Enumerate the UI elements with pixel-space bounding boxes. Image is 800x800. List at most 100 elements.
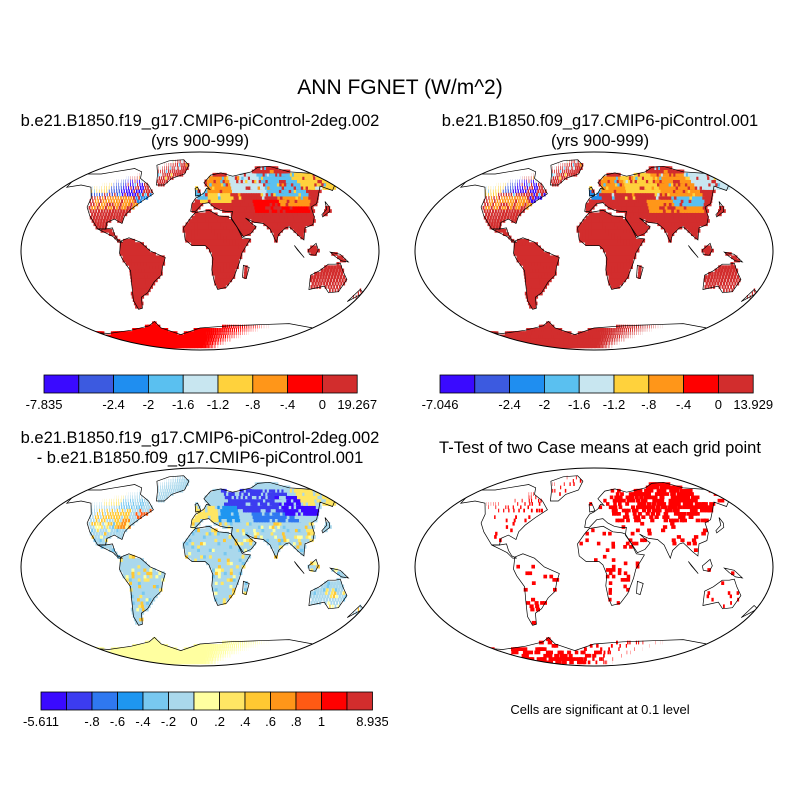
grid-cell	[287, 205, 292, 210]
grid-cell	[313, 199, 319, 203]
grid-cell	[619, 215, 624, 220]
grid-cell	[605, 235, 610, 240]
grid-cell	[202, 331, 205, 335]
grid-cell	[226, 252, 231, 256]
grid-cell	[644, 212, 649, 217]
grid-cell	[255, 324, 256, 329]
grid-cell	[618, 189, 623, 194]
grid-cell	[519, 179, 520, 184]
grid-cell	[629, 245, 634, 250]
grid-cell	[632, 331, 634, 335]
grid-cell	[617, 337, 619, 342]
grid-cell	[611, 242, 616, 246]
grid-cell	[128, 660, 139, 665]
grid-cell	[235, 238, 240, 243]
grid-cell	[232, 242, 237, 246]
grid-cell	[492, 202, 494, 207]
grid-cell	[268, 199, 273, 203]
grid-cell	[588, 229, 592, 233]
grid-cell	[232, 232, 236, 236]
grid-cell	[542, 189, 545, 194]
grid-cell	[531, 295, 536, 299]
grid-cell	[667, 229, 672, 233]
grid-cell	[591, 229, 595, 233]
grid-cell	[657, 209, 662, 213]
grid-cell	[261, 189, 267, 194]
grid-cell	[102, 222, 105, 227]
grid-cell	[696, 219, 702, 223]
grid-cell	[719, 271, 723, 276]
grid-cell	[103, 219, 106, 223]
grid-cell	[624, 212, 629, 217]
grid-cell	[260, 186, 265, 190]
grid-cell	[667, 215, 672, 220]
grid-cell	[617, 248, 622, 253]
grid-cell	[547, 275, 552, 279]
grid-cell	[182, 225, 186, 230]
grid-cell	[120, 182, 122, 187]
grid-cell	[611, 248, 616, 253]
grid-cell	[610, 202, 614, 207]
grid-cell	[103, 202, 106, 207]
grid-cell	[177, 163, 178, 167]
grid-cell	[224, 189, 229, 194]
grid-cell	[613, 285, 617, 289]
grid-cell	[215, 192, 219, 197]
grid-cell	[533, 278, 538, 283]
grid-cell	[91, 189, 93, 194]
grid-cell	[262, 186, 268, 190]
grid-cell	[181, 166, 183, 170]
grid-cell	[217, 219, 221, 223]
grid-cell	[244, 232, 248, 236]
grid-cell	[619, 182, 624, 187]
grid-cell	[627, 209, 631, 213]
grid-cell	[673, 215, 678, 220]
grid-cell	[659, 219, 664, 223]
grid-cell	[550, 271, 554, 276]
grid-cell	[194, 232, 198, 236]
grid-cell	[535, 291, 540, 296]
grid-cell	[252, 324, 254, 329]
grid-cell	[217, 334, 219, 339]
grid-cell	[95, 202, 98, 207]
grid-cell	[231, 328, 233, 332]
grid-cell	[607, 334, 610, 339]
grid-cell	[315, 186, 322, 190]
grid-cell	[226, 265, 230, 269]
grid-cell	[109, 229, 113, 233]
grid-cell	[162, 182, 165, 187]
grid-cell	[233, 196, 238, 200]
grid-cell	[632, 196, 637, 200]
grid-cell	[273, 205, 278, 210]
grid-cell	[607, 179, 611, 184]
grid-cell	[179, 172, 181, 177]
grid-cell	[630, 215, 635, 220]
grid-cell	[117, 219, 120, 223]
grid-cell	[512, 344, 523, 349]
grid-cell	[95, 209, 98, 213]
grid-cell	[259, 215, 264, 220]
grid-cell	[229, 202, 234, 207]
grid-cell	[714, 271, 717, 276]
grid-cell	[624, 209, 629, 213]
grid-cell	[229, 232, 234, 236]
grid-cell	[266, 222, 271, 227]
grid-cell	[148, 281, 153, 286]
grid-cell	[106, 215, 110, 220]
grid-cell	[633, 219, 638, 223]
grid-cell	[658, 212, 663, 217]
grid-cell	[683, 212, 688, 217]
grid-cell	[130, 344, 140, 349]
grid-cell	[303, 222, 308, 227]
grid-cell	[232, 255, 237, 260]
grid-cell	[596, 331, 599, 335]
grid-cell	[207, 344, 209, 349]
grid-cell	[484, 334, 494, 339]
grid-cell	[241, 245, 246, 250]
grid-cell	[511, 196, 514, 200]
grid-cell	[611, 229, 616, 233]
grid-cell	[235, 205, 240, 210]
grid-cell	[607, 199, 611, 203]
grid-cell	[512, 199, 515, 203]
grid-cell	[189, 341, 193, 345]
